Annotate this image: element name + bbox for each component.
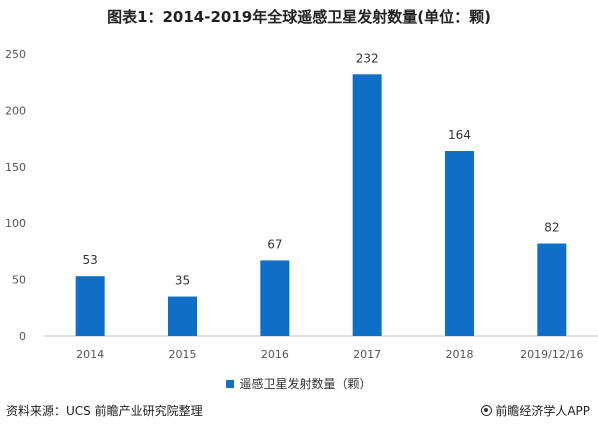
- brand: 前瞻经济学人APP: [481, 402, 590, 419]
- chart-legend: 遥感卫星发射数量（颗）: [0, 375, 598, 392]
- bar: [168, 296, 197, 336]
- y-tick-label: 250: [5, 48, 26, 61]
- bar: [445, 151, 474, 336]
- data-label: 82: [544, 221, 559, 235]
- bar: [537, 243, 567, 336]
- x-tick-label: 2018: [446, 348, 474, 361]
- brand-text: 前瞻经济学人APP: [495, 404, 590, 418]
- legend-label: 遥感卫星发射数量（颗）: [239, 377, 372, 391]
- data-label: 232: [356, 51, 379, 65]
- x-tick-label: 2014: [76, 348, 104, 361]
- bar-chart: 0 50 100 150 200 250 53 2014 35 2015 67 2016 232 2017…: [5, 48, 598, 361]
- x-tick-label: 2016: [261, 348, 289, 361]
- footer: 资料来源：UCS 前瞻产业研究院整理 前瞻经济学人APP: [6, 402, 590, 419]
- bar: [352, 74, 382, 336]
- chart-title: 图表1：2014-2019年全球遥感卫星发射数量(单位：颗): [107, 8, 491, 26]
- data-label: 53: [83, 253, 98, 267]
- brand-logo-icon: [481, 405, 493, 416]
- y-tick-label: 0: [19, 330, 26, 343]
- y-tick-label: 200: [5, 104, 26, 117]
- legend-swatch: [226, 379, 235, 388]
- y-tick-label: 150: [5, 161, 26, 174]
- source-text: 资料来源：UCS 前瞻产业研究院整理: [6, 404, 203, 418]
- x-tick-label: 2019/12/16: [520, 348, 583, 361]
- data-label: 35: [175, 274, 190, 288]
- data-label: 67: [267, 237, 282, 251]
- x-tick-label: 2015: [169, 348, 197, 361]
- bar: [260, 260, 290, 336]
- y-tick-label: 100: [5, 217, 26, 230]
- data-label: 164: [448, 128, 471, 142]
- y-tick-label: 50: [12, 274, 26, 287]
- x-tick-label: 2017: [353, 348, 381, 361]
- bar: [75, 276, 105, 336]
